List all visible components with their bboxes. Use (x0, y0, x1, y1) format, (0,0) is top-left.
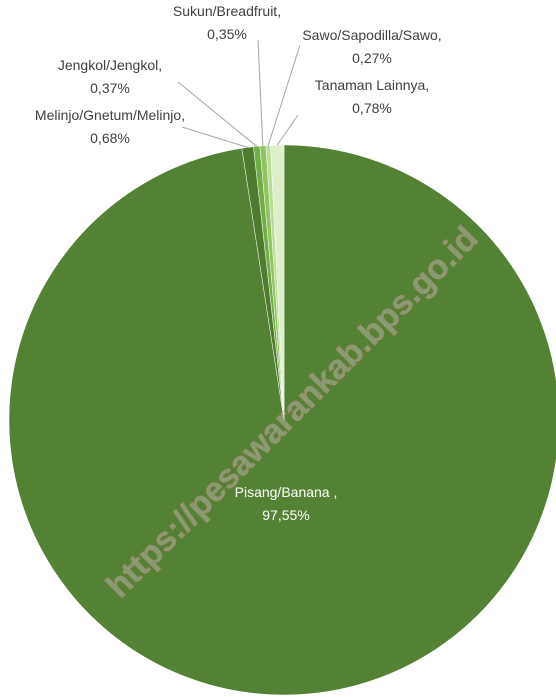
data-label-value: 0,68% (90, 130, 130, 146)
data-label-value: 0,78% (352, 100, 392, 116)
leader-line (177, 81, 257, 147)
leader-line (267, 44, 301, 146)
data-label-value: 97,55% (262, 507, 309, 523)
data-label-category: Jengkol/Jengkol, (58, 57, 162, 73)
data-label-category: Sawo/Sapodilla/Sawo, (302, 27, 441, 43)
data-label-category: Melinjo/Gnetum/Melinjo, (35, 107, 185, 123)
data-label-value: 0,37% (90, 80, 130, 96)
data-label-category: Pisang/Banana , (235, 484, 338, 500)
leader-line (181, 126, 248, 148)
labels: Pisang/Banana , 97,55% Melinjo/Gnetum/Meli… (35, 3, 442, 523)
pie-slice (8, 144, 556, 696)
data-label-category: Tanaman Lainnya, (315, 77, 429, 93)
data-label-category: Sukun/Breadfruit, (173, 3, 281, 19)
leader-line (276, 114, 299, 146)
data-label-value: 0,27% (352, 50, 392, 66)
data-label-value: 0,35% (207, 26, 247, 42)
leader-line (257, 39, 264, 146)
